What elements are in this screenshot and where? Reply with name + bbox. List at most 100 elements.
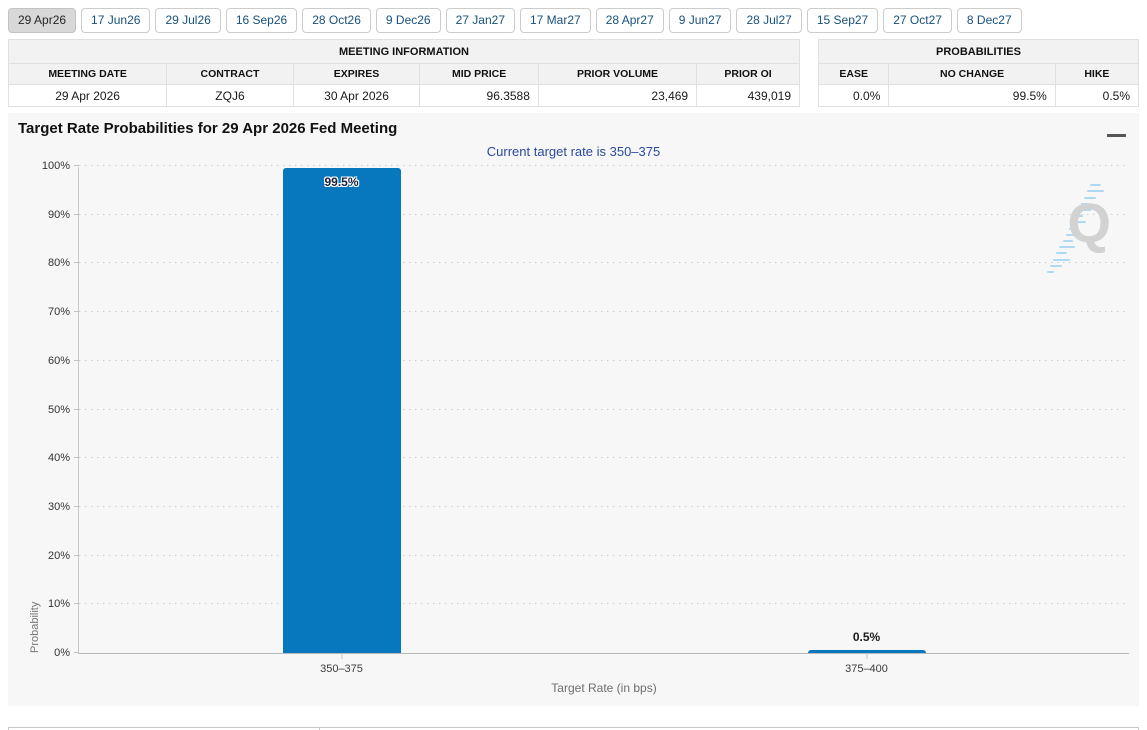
next-table-divider [319, 728, 320, 730]
gridline [79, 213, 1126, 215]
table-cell: 29 Apr 2026 [7, 84, 168, 107]
y-axis-tick [74, 408, 79, 410]
y-tick-label: 10% [47, 598, 70, 611]
column-header-contract: CONTRACT [166, 63, 294, 85]
y-tick-label: 20% [47, 549, 70, 562]
table-cell: 96.3588 [419, 84, 539, 107]
table-group-header: PROBABILITIES [818, 39, 1139, 64]
meeting-information-table: MEETING INFORMATION MEETING DATE CONTRACT E… [7, 39, 800, 107]
y-axis-tick [74, 165, 79, 166]
y-axis-tick [74, 457, 79, 459]
watermark-dash [1074, 215, 1083, 218]
table-cell: 99.5% [888, 84, 1056, 107]
y-axis-tick [74, 505, 79, 507]
x-axis-title: Target Rate (in bps) [551, 681, 657, 695]
watermark-dash [1084, 196, 1097, 199]
table-group-header: MEETING INFORMATION [8, 39, 800, 64]
gridline [79, 165, 1126, 166]
bar-350–375[interactable]: 99.5% [282, 168, 401, 653]
gridline [79, 505, 1126, 507]
x-axis-tick [866, 653, 867, 659]
watermark-letter: Q [1067, 191, 1111, 254]
column-header-prior-volume: PRIOR VOLUME [537, 63, 698, 85]
column-header-expires: EXPIRES [292, 63, 421, 85]
tab-9-dec26[interactable]: 9 Dec26 [375, 8, 441, 33]
watermark-dash [1081, 202, 1089, 205]
gridline [79, 457, 1126, 459]
y-tick-label: 80% [47, 257, 70, 270]
tab-27-oct27[interactable]: 27 Oct27 [883, 8, 952, 33]
watermark-dash [1065, 233, 1081, 236]
x-category-label: 350–375 [320, 663, 363, 675]
column-header-mid-price: MID PRICE [419, 63, 539, 85]
y-tick-label: 60% [47, 354, 70, 367]
summary-tables-row: MEETING INFORMATION MEETING DATE CONTRACT E… [0, 37, 1147, 107]
y-axis-tick [74, 311, 79, 313]
watermark-dashes [1045, 173, 1111, 273]
tab-17-mar27[interactable]: 17 Mar27 [520, 8, 591, 33]
column-header-no-change: NO CHANGE [888, 63, 1056, 85]
y-axis-tick [74, 554, 79, 556]
tab-29-apr26[interactable]: 29 Apr26 [8, 8, 77, 33]
y-tick-label: 90% [47, 208, 70, 221]
tab-27-jan27[interactable]: 27 Jan27 [445, 8, 515, 33]
x-category-label: 375–400 [845, 663, 888, 675]
y-tick-label: 40% [47, 452, 70, 465]
chart-subtitle: Current target rate is 350–375 [486, 144, 661, 159]
hamburger-menu-icon[interactable] [1107, 123, 1126, 137]
gridline [79, 408, 1126, 410]
gridline [79, 603, 1126, 605]
tab-15-sep27[interactable]: 15 Sep27 [806, 8, 879, 33]
column-header-ease: EASE [817, 63, 890, 85]
table-cell: 439,019 [696, 84, 800, 107]
tab-17-jun26[interactable]: 17 Jun26 [81, 8, 151, 33]
tab-8-dec27[interactable]: 8 Dec27 [956, 8, 1022, 33]
watermark-dash [1090, 184, 1102, 187]
tab-28-oct26[interactable]: 28 Oct26 [302, 8, 371, 33]
table-cell: 23,469 [537, 84, 698, 107]
y-axis-tick [74, 603, 79, 605]
gridline [79, 311, 1126, 313]
y-tick-label: 0% [54, 647, 70, 659]
y-axis-tick [74, 262, 79, 264]
y-tick-label: 30% [47, 500, 70, 513]
tab-28-apr27[interactable]: 28 Apr27 [595, 8, 664, 33]
gridline [79, 554, 1126, 556]
table-cell: 0.0% [817, 84, 890, 107]
y-axis-tick [74, 359, 79, 361]
column-header-meeting-date: MEETING DATE [7, 63, 168, 85]
tab-9-jun27[interactable]: 9 Jun27 [668, 8, 732, 33]
watermark-dash [1050, 264, 1063, 267]
table-cell: ZQJ6 [166, 84, 294, 107]
watermark-dash [1047, 271, 1054, 273]
column-header-hike: HIKE [1054, 63, 1140, 85]
y-axis-tick [74, 213, 79, 215]
next-table-partial [8, 727, 1139, 730]
table-cell: 30 Apr 2026 [292, 84, 421, 107]
y-tick-label: 100% [41, 160, 70, 172]
plot-area: Probability Target Rate (in bps) Q 0% 10%… [29, 160, 1129, 695]
y-axis-title: Probability [29, 601, 41, 653]
watermark-dash [1071, 221, 1086, 224]
bar-375–400[interactable]: 0.5% [807, 630, 926, 653]
probabilities-table: PROBABILITIES EASE NO CHANGE HIKE 0.0% 99.5% 0… [817, 39, 1140, 107]
table-cell: 0.5% [1054, 84, 1140, 107]
watermark-dash [1078, 209, 1091, 211]
hamburger-bar [1107, 134, 1126, 137]
watermark-dash [1053, 258, 1071, 261]
tab-16-sep26[interactable]: 16 Sep26 [225, 8, 298, 33]
y-tick-label: 70% [47, 306, 70, 319]
chart-title: Target Rate Probabilities for 29 Apr 202… [18, 120, 398, 137]
watermark-dash [1062, 240, 1073, 242]
bar-value-label: 0.5% [852, 630, 881, 644]
y-axis-tick [74, 652, 79, 653]
tab-29-jul26[interactable]: 29 Jul26 [155, 8, 221, 33]
watermark-dash [1056, 252, 1068, 255]
tab-28-jul27[interactable]: 28 Jul27 [736, 8, 802, 33]
q-logo-watermark: Q [1045, 173, 1111, 273]
column-header-prior-oi: PRIOR OI [696, 63, 800, 85]
gridline [79, 359, 1126, 361]
watermark-dash [1087, 190, 1105, 193]
meeting-tab-bar: 29 Apr26 17 Jun26 29 Jul26 16 Sep26 28 Oct26… [0, 0, 1147, 37]
